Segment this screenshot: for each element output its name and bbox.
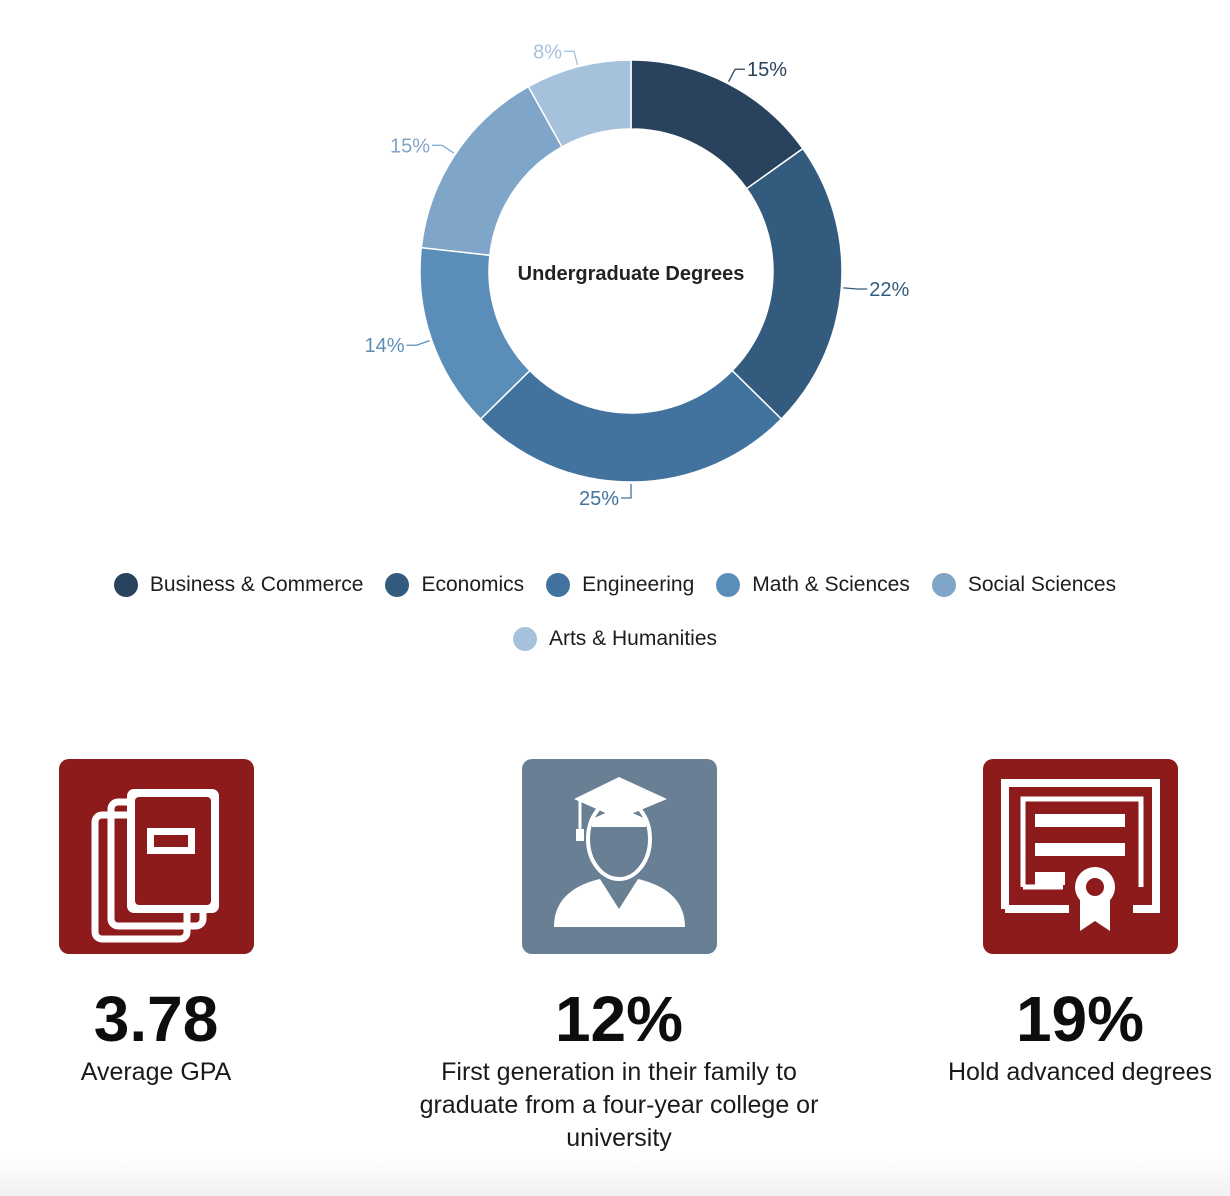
stat-label: Average GPA [80,1058,232,1086]
chart-legend: Business & Commerce Economics Engineerin… [0,568,1230,656]
legend-swatch [931,573,956,597]
legend-item-engineering[interactable]: Engineering [546,568,694,602]
stat-advanced-degrees: 19% Hold advanced degrees [880,759,1230,1089]
data-label-2: 25% [579,488,619,510]
legend-swatch [512,627,537,651]
donut-chart: 15% 22% 25% 14% 15% 8% Undergraduate Degrees [364,41,909,510]
stat-value: 19% [1015,983,1145,1055]
leader-line-0 [728,68,746,82]
legend-label: Social Sciences [967,573,1117,596]
legend-swatch [385,573,410,597]
data-label-0: 15% [747,59,787,81]
leader-line-1 [843,287,868,290]
chart-title: Undergraduate Degrees [518,263,745,285]
leader-line-4 [432,144,455,154]
donut-leader-lines [406,50,868,499]
legend-label: Business & Commerce [149,573,364,596]
data-label-3: 14% [364,335,404,357]
legend-item-business-commerce[interactable]: Business & Commerce [113,568,364,602]
legend-item-economics[interactable]: Economics [385,568,524,602]
bottom-fade [0,1156,1230,1196]
donut-slice-5[interactable] [527,59,632,148]
legend-label: Engineering [582,573,695,596]
legend-item-math-sciences[interactable]: Math & Sciences [716,568,910,602]
legend-item-social-sciences[interactable]: Social Sciences [931,568,1117,602]
stat-label: Hold advanced degrees [947,1058,1213,1086]
stat-label: First generation in their family to grad… [419,1058,819,1152]
stat-gpa: 3.78 Average GPA [0,759,356,1089]
legend-swatch [546,573,571,597]
legend-item-arts-humanities[interactable]: Arts & Humanities [100,622,1130,656]
leader-line-2 [621,484,632,499]
graduate-icon [521,759,717,954]
certificate-icon [982,759,1178,954]
leader-line-5 [563,50,579,65]
legend-label: Arts & Humanities [548,627,718,650]
legend-swatch [716,573,741,597]
data-label-4: 15% [390,135,430,157]
donut-slices [419,59,843,483]
donut-slice-1[interactable] [731,147,843,421]
stat-value: 12% [554,983,684,1055]
donut-data-labels: 15% 22% 25% 14% 15% 8% [364,41,909,510]
book-icon [58,759,254,954]
data-label-1: 22% [869,279,909,301]
stat-value: 3.78 [93,983,219,1055]
legend-label: Math & Sciences [752,573,910,596]
donut-slice-2[interactable] [479,369,783,483]
donut-slice-4[interactable] [420,85,563,257]
data-label-5: 8% [533,41,562,63]
legend-label: Economics [421,573,525,596]
leader-line-3 [406,340,430,346]
legend-swatch [113,573,138,597]
stat-first-generation: 12% First generation in their family to … [419,759,819,1155]
